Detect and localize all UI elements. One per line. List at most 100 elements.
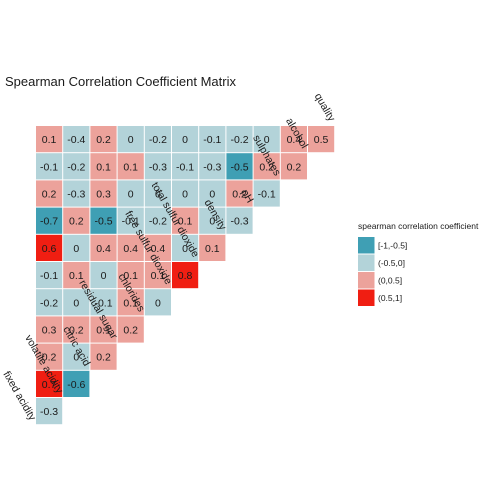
heatmap-cell xyxy=(117,207,144,234)
cell-value-label: -0.1 xyxy=(176,161,194,173)
cell-value-label: 0.6 xyxy=(42,243,57,255)
cell-value-label: 0 xyxy=(73,243,79,255)
cell-value-label: -0.2 xyxy=(40,297,58,309)
cell-value-label: 0.2 xyxy=(96,134,111,146)
heatmap-cell xyxy=(172,262,199,289)
heatmap-cell xyxy=(280,126,307,153)
heatmap-cell xyxy=(253,153,280,180)
heatmap-cell xyxy=(280,153,307,180)
heatmap-cell xyxy=(63,370,90,397)
heatmap-cell xyxy=(253,126,280,153)
cell-value-label: -0.2 xyxy=(149,216,167,228)
heatmap-cell xyxy=(63,153,90,180)
cell-value-label: 0.1 xyxy=(123,161,138,173)
heatmap-cells: -0.3 0.7 -0.6 0.2 0 0.2 0.3 0.2 0.1 0.2 -0.2 0 -0.1 0… xyxy=(36,126,335,425)
heatmap-cell xyxy=(172,126,199,153)
cell-value-label: -0.7 xyxy=(40,216,58,228)
cell-value-label: 0 xyxy=(128,189,134,201)
cell-value-label: 0.1 xyxy=(123,297,138,309)
cell-value-label: -0.3 xyxy=(40,406,58,418)
heatmap-cell xyxy=(36,207,63,234)
heatmap-cell xyxy=(172,153,199,180)
heatmap-cell xyxy=(226,153,253,180)
cell-value-label: 0.2 xyxy=(232,189,247,201)
cell-value-label: 0.4 xyxy=(287,134,302,146)
cell-value-label: 0.1 xyxy=(96,161,111,173)
cell-value-label: 0.1 xyxy=(69,270,84,282)
heatmap-cell xyxy=(90,126,117,153)
heatmap-cell xyxy=(36,180,63,207)
heatmap-cell xyxy=(117,180,144,207)
heatmap-cell xyxy=(117,289,144,316)
cell-value-label: 0.2 xyxy=(42,189,57,201)
heatmap-cell xyxy=(36,153,63,180)
cell-value-label: 0.1 xyxy=(178,216,193,228)
heatmap-cell xyxy=(226,180,253,207)
legend-keys: [-1,-0.5] (-0.5,0] (0,0.5] (0.5,1] xyxy=(358,237,407,306)
cell-value-label: -0.2 xyxy=(67,161,85,173)
cell-value-label: -0.1 xyxy=(203,134,221,146)
cell-value-label: -0.2 xyxy=(149,134,167,146)
heatmap-cell xyxy=(36,126,63,153)
heatmap-cell xyxy=(63,289,90,316)
cell-value-label: 0.1 xyxy=(205,243,220,255)
chart-title: Spearman Correlation Coefficient Matrix xyxy=(5,74,236,89)
cell-value-label: -0.4 xyxy=(67,134,85,146)
cell-value-label: -0.1 xyxy=(40,161,58,173)
cell-value-label: -0.1 xyxy=(122,216,140,228)
heatmap-cell xyxy=(63,343,90,370)
cell-value-label: 0.1 xyxy=(151,270,166,282)
cell-value-label: 0.3 xyxy=(96,189,111,201)
heatmap-cell xyxy=(36,262,63,289)
heatmap-cell xyxy=(253,180,280,207)
legend-label: [-1,-0.5] xyxy=(378,241,407,251)
heatmap-cell xyxy=(63,234,90,261)
cell-value-label: 0.2 xyxy=(96,352,111,364)
heatmap-cell xyxy=(63,207,90,234)
cell-value-label: 0 xyxy=(182,243,188,255)
cell-value-label: -0.1 xyxy=(258,189,276,201)
cell-value-label: 0.8 xyxy=(178,270,193,282)
legend-swatch xyxy=(358,289,375,306)
heatmap-cell xyxy=(36,370,63,397)
cell-value-label: 0.4 xyxy=(96,243,111,255)
heatmap-cell xyxy=(63,180,90,207)
heatmap-cell xyxy=(90,316,117,343)
cell-value-label: 0 xyxy=(209,189,215,201)
heatmap-cell xyxy=(226,207,253,234)
heatmap-cell xyxy=(144,262,171,289)
cell-value-label: -0.3 xyxy=(67,189,85,201)
heatmap-cell xyxy=(144,234,171,261)
legend-label: (0.5,1] xyxy=(378,293,402,303)
cell-value-label: 0.2 xyxy=(287,161,302,173)
cell-value-label: 0 xyxy=(73,352,79,364)
cell-value-label: 0.1 xyxy=(42,134,57,146)
heatmap-cell xyxy=(63,262,90,289)
cell-value-label: -0.5 xyxy=(230,161,248,173)
cell-value-label: 0 xyxy=(264,134,270,146)
heatmap-cell xyxy=(117,126,144,153)
cell-value-label: -0.5 xyxy=(94,216,112,228)
heatmap-cell xyxy=(199,180,226,207)
cell-value-label: 0 xyxy=(182,134,188,146)
heatmap-cell xyxy=(90,207,117,234)
legend-label: (0,0.5] xyxy=(378,276,402,286)
cell-value-label: 0 xyxy=(155,297,161,309)
heatmap-cell xyxy=(172,234,199,261)
heatmap-cell xyxy=(144,180,171,207)
heatmap-cell xyxy=(90,262,117,289)
heatmap-cell xyxy=(90,343,117,370)
cell-value-label: -0.3 xyxy=(149,161,167,173)
legend-swatch xyxy=(358,254,375,271)
heatmap-cell xyxy=(199,126,226,153)
cell-value-label: -0.3 xyxy=(230,216,248,228)
legend-swatch xyxy=(358,237,375,254)
cell-value-label: 0.3 xyxy=(42,325,57,337)
heatmap-cell xyxy=(308,126,335,153)
heatmap-cell xyxy=(117,234,144,261)
cell-value-label: -0.1 xyxy=(40,270,58,282)
heatmap-cell xyxy=(172,180,199,207)
cell-value-label: 0.5 xyxy=(314,134,329,146)
heatmap-cell xyxy=(90,289,117,316)
legend-title: spearman correlation coefficient xyxy=(358,221,479,231)
